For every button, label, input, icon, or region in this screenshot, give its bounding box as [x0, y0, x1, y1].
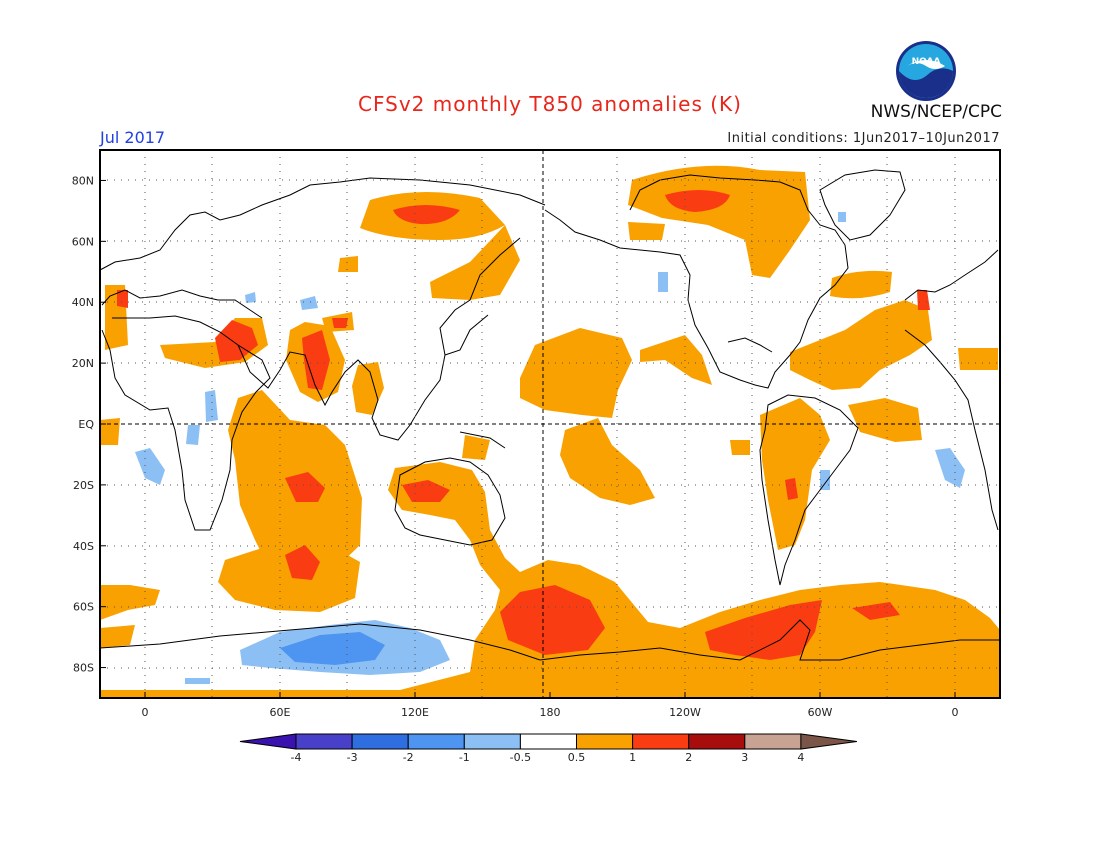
- colorbar-label: -3: [347, 751, 358, 764]
- logo-text: NOAA: [912, 57, 941, 67]
- lat-label-20n: 20N: [72, 357, 94, 370]
- agency-label: NWS/NCEP/CPC: [870, 102, 1002, 122]
- colorbar-label: -0.5: [510, 751, 531, 764]
- coastlines: [100, 169, 1000, 661]
- lat-label-eq: EQ: [78, 418, 94, 431]
- noaa-logo: NOAA: [896, 41, 956, 101]
- latitude-labels: 80N 60N 40N 20N EQ 20S 40S 60S 80S: [72, 174, 106, 675]
- colorbar-segment: [351, 733, 409, 750]
- colorbar-label: 3: [741, 751, 748, 764]
- anomaly-field: [100, 165, 1000, 698]
- colorbar: -4 -3 -2 -1 -0.5 0.5 1 2 3 4: [239, 733, 857, 764]
- initial-conditions: Initial conditions: 1Jun2017–10Jun2017: [727, 131, 1000, 146]
- lon-label-0: 0: [142, 706, 149, 719]
- lat-label-40s: 40S: [73, 540, 94, 553]
- forecast-month: Jul 2017: [100, 128, 166, 147]
- colorbar-segment: [744, 733, 802, 750]
- colorbar-arrow-high: [800, 733, 857, 750]
- lon-label-180: 180: [540, 706, 561, 719]
- gridlines: [100, 150, 1000, 698]
- longitude-labels: 0 60E 120E 180 120W 60W 0: [142, 692, 959, 719]
- colorbar-segment: [407, 733, 465, 750]
- lat-label-20s: 20S: [73, 479, 94, 492]
- lat-label-80s: 80S: [73, 662, 94, 675]
- lon-label-60w: 60W: [808, 706, 833, 719]
- lon-label-60e: 60E: [270, 706, 291, 719]
- colorbar-label: -2: [403, 751, 414, 764]
- lat-label-60n: 60N: [72, 235, 94, 248]
- colorbar-segment: [576, 733, 634, 750]
- colorbar-segment: [463, 733, 521, 750]
- anomaly-positive-strong: [117, 190, 930, 660]
- lat-label-40n: 40N: [72, 296, 94, 309]
- chart-title: CFSv2 monthly T850 anomalies (K): [358, 92, 742, 116]
- colorbar-segment: [519, 733, 578, 750]
- colorbar-label: 2: [685, 751, 692, 764]
- colorbar-segment: [632, 733, 690, 750]
- equator-dateline: [100, 150, 1000, 698]
- colorbar-label: 1: [629, 751, 636, 764]
- lon-label-120w: 120W: [669, 706, 701, 719]
- lat-label-60s: 60S: [73, 601, 94, 614]
- colorbar-segment: [295, 733, 353, 750]
- anomaly-negative-strong: [280, 632, 385, 665]
- lat-label-80n: 80N: [72, 174, 94, 187]
- lon-label-0: 0: [952, 706, 959, 719]
- colorbar-label: -1: [459, 751, 470, 764]
- colorbar-segment: [688, 733, 746, 750]
- colorbar-label: -4: [291, 751, 302, 764]
- lon-label-120e: 120E: [401, 706, 429, 719]
- colorbar-label: 0.5: [568, 751, 586, 764]
- colorbar-label: 4: [797, 751, 804, 764]
- colorbar-arrow-low: [239, 733, 297, 750]
